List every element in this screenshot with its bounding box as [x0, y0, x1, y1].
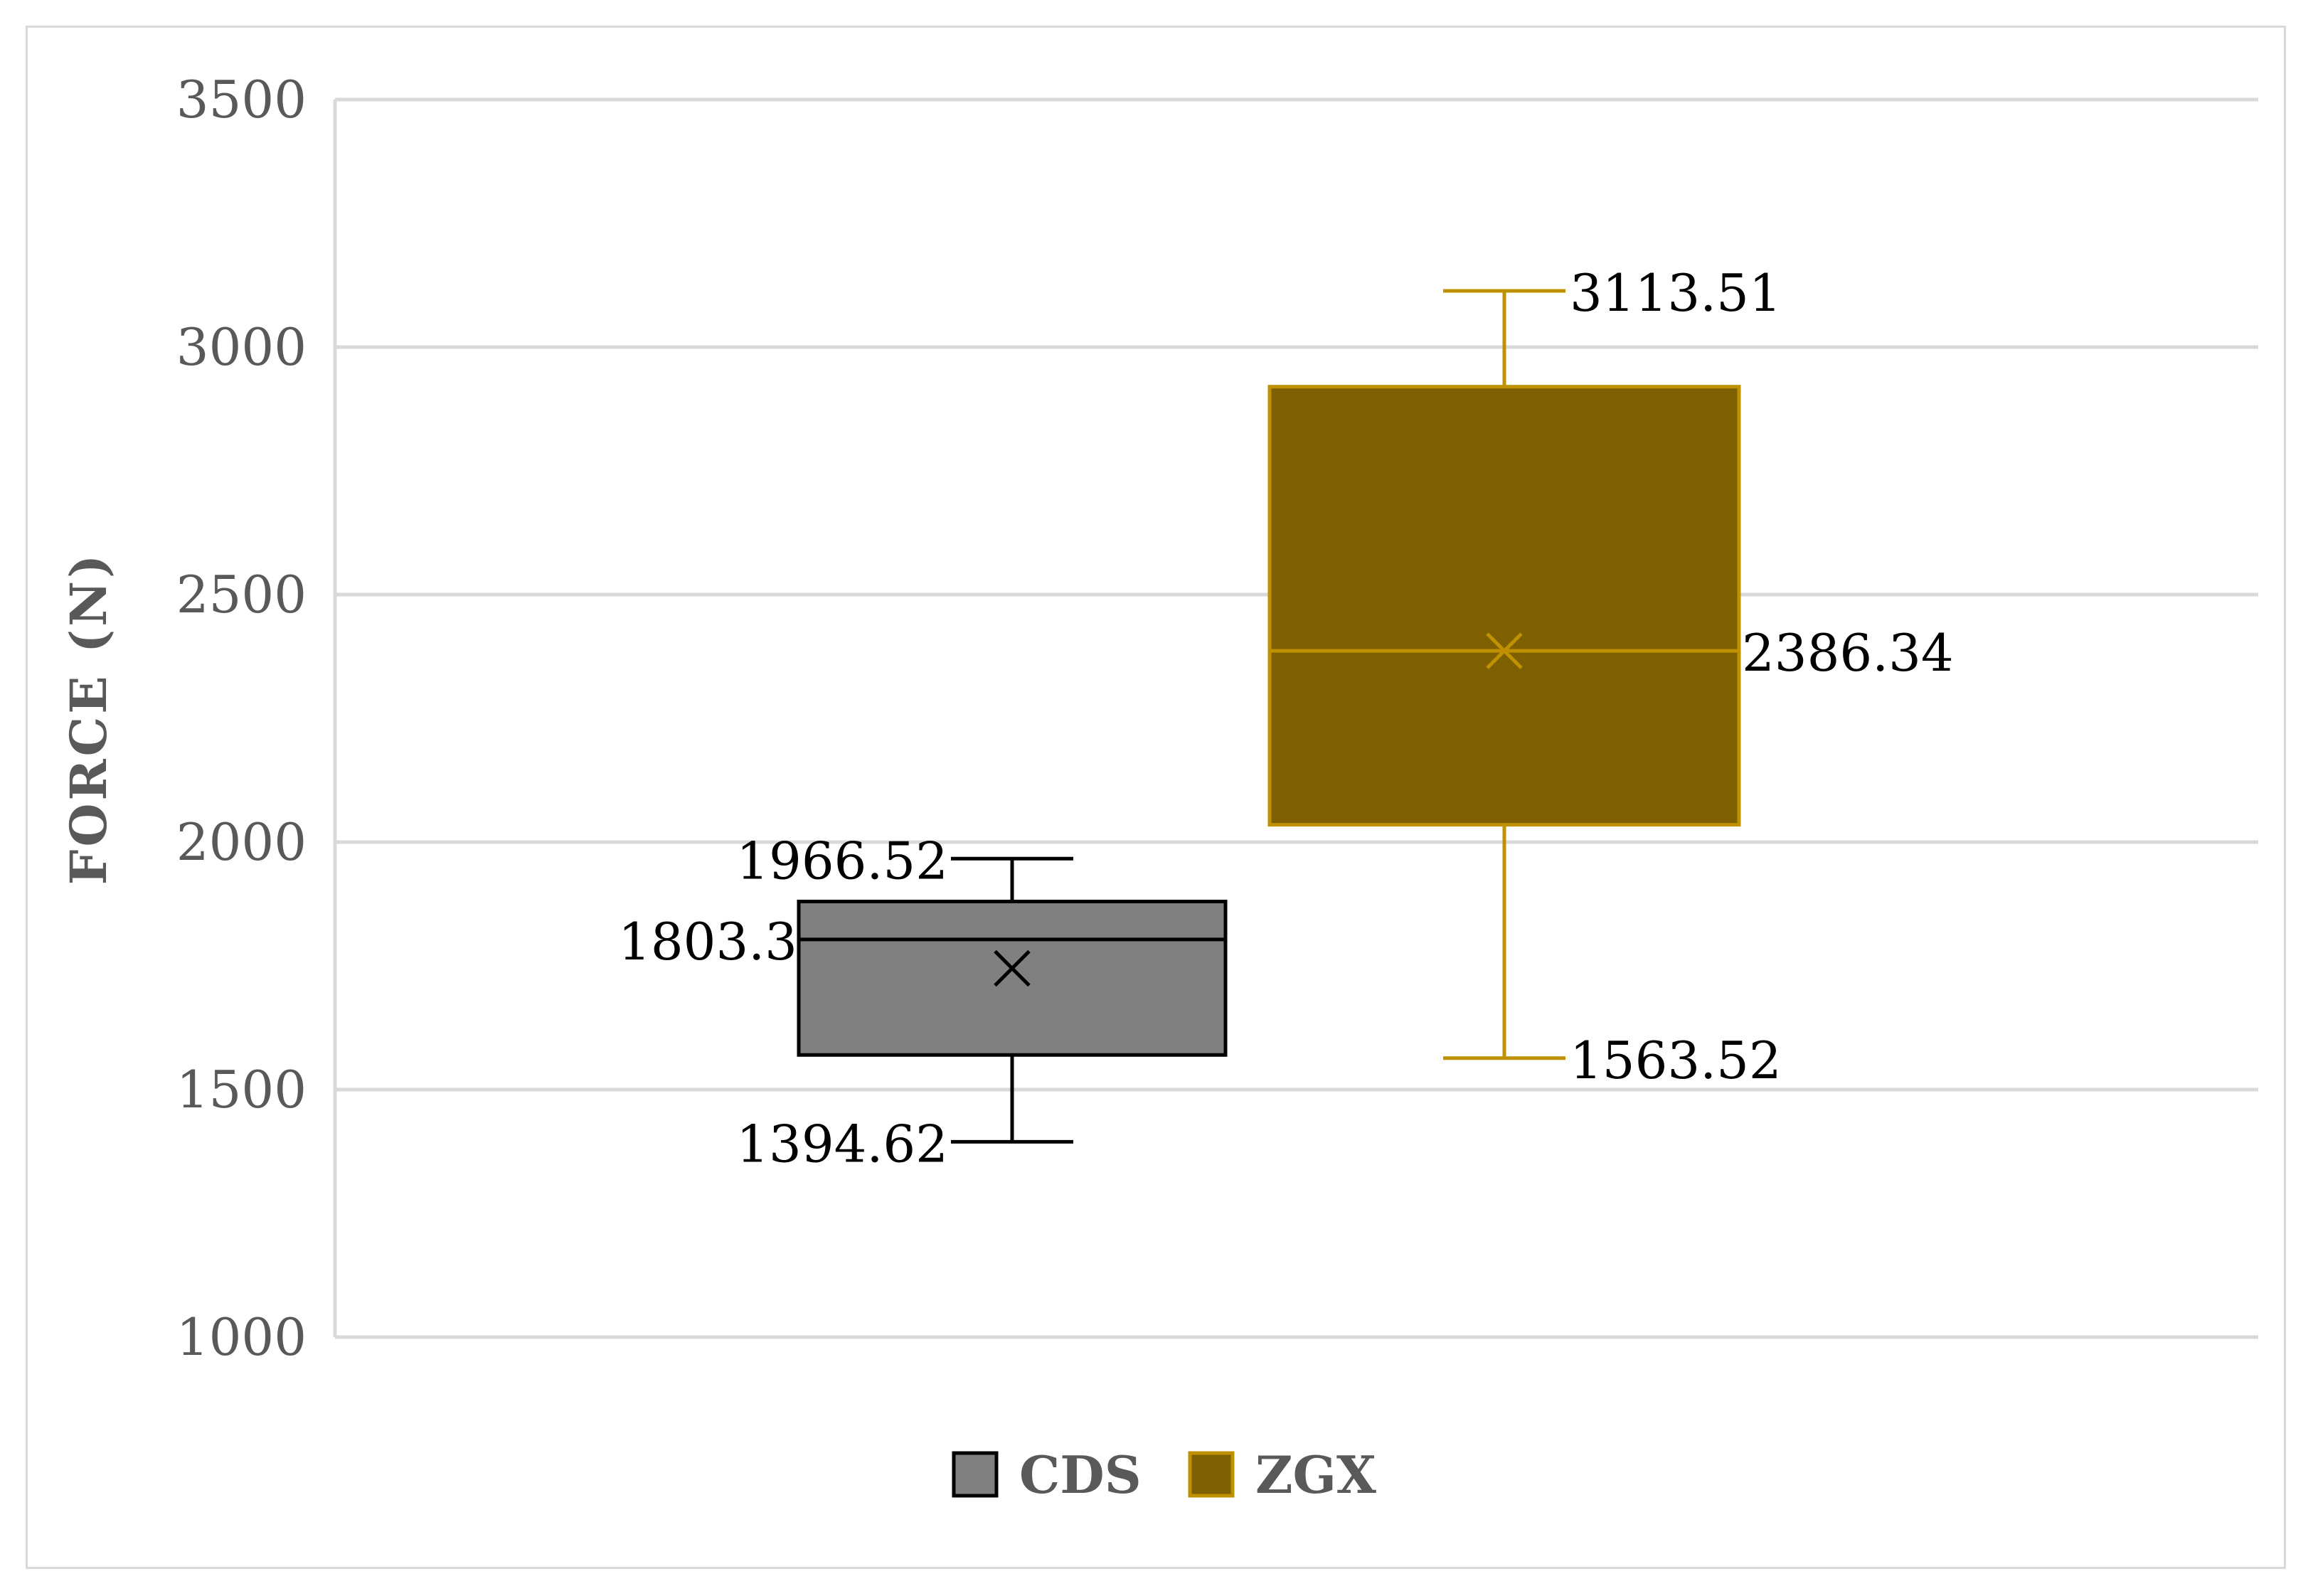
legend-label-zgx: ZGX	[1255, 1445, 1376, 1505]
legend-label-cds: CDS	[1019, 1445, 1142, 1505]
chart-frame: 1000 1500 2000 2500 3000 3500 FORCE (N) 1966.…	[26, 26, 2286, 1569]
box-zgx: 3113.51 2386.34 1563.52	[1267, 263, 1954, 1090]
cds-mean-marker-b	[994, 949, 1031, 987]
legend-swatch-zgx	[1188, 1451, 1235, 1498]
zgx-min-label: 1563.52	[1570, 1031, 1782, 1090]
cds-min-label: 1394.62	[736, 1114, 948, 1174]
y-tick-label-1000: 1000	[176, 1307, 307, 1367]
y-axis-title: FORCE (N)	[59, 552, 118, 885]
zgx-max-label: 3113.51	[1570, 263, 1782, 323]
cds-iqr-box	[797, 900, 1228, 1057]
y-axis-ticks: 1000 1500 2000 2500 3000 3500	[176, 70, 307, 1367]
legend: CDS ZGX	[952, 1445, 1376, 1505]
legend-item-cds: CDS	[952, 1445, 1142, 1505]
y-tick-label-2000: 2000	[176, 812, 307, 872]
y-tick-label-3500: 3500	[176, 70, 307, 129]
cds-median-label: 1803.3	[618, 912, 797, 972]
zgx-mean-marker-b	[1486, 632, 1523, 669]
y-tick-label-3000: 3000	[176, 317, 307, 377]
zgx-median-label: 2386.34	[1742, 623, 1954, 683]
zgx-iqr-box	[1267, 385, 1741, 827]
box-plot-chart: 1000 1500 2000 2500 3000 3500 FORCE (N) 1966.…	[59, 70, 2258, 1505]
box-cds: 1966.52 1803.3 1394.62	[618, 831, 1228, 1174]
y-tick-label-1500: 1500	[176, 1060, 307, 1119]
box-series: 1966.52 1803.3 1394.62 3113.51 2386.34 1563.5…	[618, 263, 1954, 1174]
y-tick-label-2500: 2500	[176, 565, 307, 624]
legend-swatch-cds	[952, 1451, 999, 1498]
cds-max-label: 1966.52	[736, 831, 948, 890]
legend-item-zgx: ZGX	[1188, 1445, 1376, 1505]
